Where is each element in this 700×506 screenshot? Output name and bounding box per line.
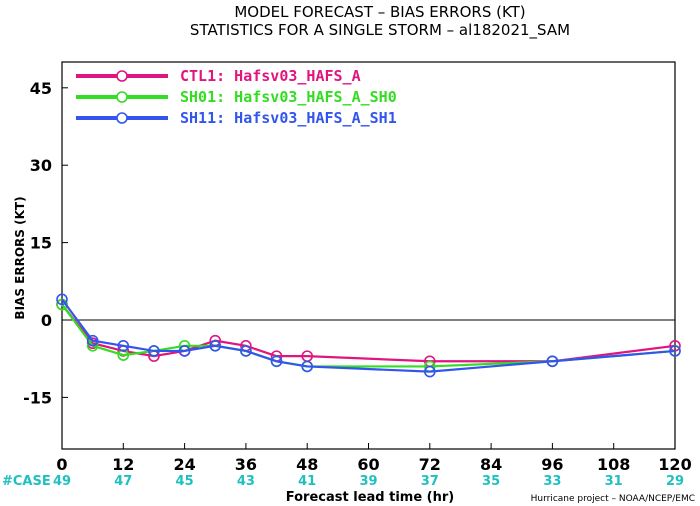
series-line bbox=[61, 303, 676, 363]
data-point bbox=[669, 345, 681, 357]
data-point bbox=[56, 293, 68, 306]
data-point bbox=[178, 345, 191, 357]
y-tick-label: 0 bbox=[41, 311, 52, 330]
case-count: 31 bbox=[605, 474, 623, 489]
case-count: 43 bbox=[237, 474, 255, 489]
x-tick-label: 48 bbox=[296, 455, 318, 474]
y-tick-label: -15 bbox=[23, 388, 52, 407]
y-tick-label: 15 bbox=[30, 234, 52, 253]
data-point bbox=[86, 334, 99, 347]
legend-marker bbox=[116, 91, 128, 103]
x-tick-label: 72 bbox=[419, 455, 441, 474]
credit-text: Hurricane project – NOAA/NCEP/EMC bbox=[531, 494, 695, 504]
legend-label: SH11: Hafsv03_HAFS_A_SH1 bbox=[180, 109, 397, 127]
data-point bbox=[117, 339, 130, 352]
legend-marker bbox=[116, 70, 128, 82]
case-counts: 49 47 45 43 41 39 37 35 33 31 29 #CASE bbox=[2, 474, 684, 489]
x-axis: 0 12 24 36 48 60 72 84 96 108 120 bbox=[56, 443, 692, 474]
case-count: 33 bbox=[543, 474, 561, 489]
series-2 bbox=[56, 293, 681, 378]
legend-label: CTL1: Hafsv03_HAFS_A bbox=[180, 67, 361, 85]
x-tick-label: 12 bbox=[112, 455, 134, 474]
case-count: 39 bbox=[359, 474, 377, 489]
case-row-label: #CASE bbox=[2, 474, 51, 489]
x-tick-label: 60 bbox=[357, 455, 379, 474]
x-tick-label: 120 bbox=[658, 455, 691, 474]
x-tick-label: 96 bbox=[541, 455, 563, 474]
x-tick-label: 24 bbox=[173, 455, 195, 474]
data-point bbox=[240, 345, 252, 357]
data-point bbox=[301, 360, 314, 373]
x-tick-label: 108 bbox=[597, 455, 630, 474]
chart-title: MODEL FORECAST – BIAS ERRORS (KT) bbox=[234, 3, 525, 21]
case-count: 37 bbox=[421, 474, 439, 489]
legend-label: SH01: Hafsv03_HAFS_A_SH0 bbox=[180, 88, 397, 106]
data-point bbox=[546, 355, 559, 368]
data-point bbox=[209, 339, 222, 352]
series-layer bbox=[56, 293, 681, 378]
x-axis-label: Forecast lead time (hr) bbox=[286, 490, 454, 505]
x-tick-label: 36 bbox=[235, 455, 257, 474]
y-axis: 45 30 15 0 -15 bbox=[23, 79, 68, 407]
data-point bbox=[423, 365, 436, 378]
legend: CTL1: Hafsv03_HAFS_A SH01: Hafsv03_HAFS_A… bbox=[76, 67, 397, 127]
case-count: 29 bbox=[666, 474, 684, 489]
x-tick-label: 84 bbox=[480, 455, 502, 474]
case-count: 45 bbox=[176, 474, 194, 489]
case-count: 49 bbox=[53, 474, 71, 489]
y-tick-label: 45 bbox=[30, 79, 52, 98]
data-point bbox=[669, 339, 681, 352]
case-count: 47 bbox=[114, 474, 132, 489]
chart-subtitle: STATISTICS FOR A SINGLE STORM – al182021… bbox=[190, 21, 570, 40]
data-point bbox=[270, 355, 283, 368]
y-axis-label: BIAS ERRORS (KT) bbox=[13, 196, 27, 319]
case-count: 41 bbox=[298, 474, 316, 489]
y-tick-label: 30 bbox=[30, 156, 52, 175]
case-count: 35 bbox=[482, 474, 500, 489]
x-tick-label: 0 bbox=[56, 455, 67, 474]
series-0 bbox=[56, 298, 681, 368]
data-point bbox=[148, 345, 160, 357]
legend-marker bbox=[116, 112, 128, 124]
